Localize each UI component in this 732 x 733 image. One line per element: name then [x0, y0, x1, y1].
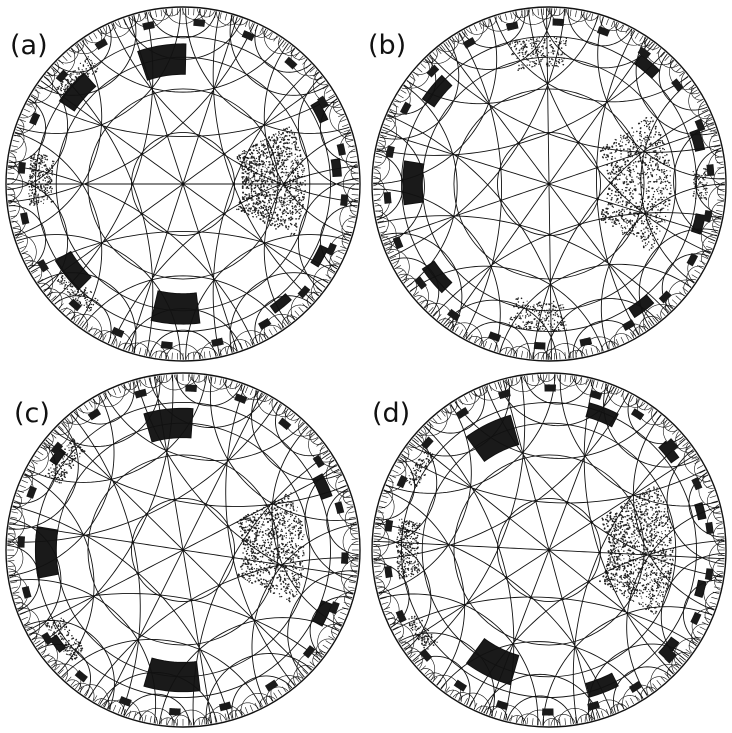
hyperbolic-tiling-disk-a	[5, 6, 361, 362]
hyperbolic-tiling-disk-d	[371, 372, 727, 728]
panel-b: (b)	[366, 0, 732, 366]
panel-c: (c)	[0, 366, 366, 732]
panel-a: (a)	[0, 0, 366, 366]
panel-label-b: (b)	[368, 30, 407, 61]
panel-d: (d)	[366, 366, 732, 732]
hyperbolic-tiling-disk-b	[371, 6, 727, 362]
panel-label-d: (d)	[372, 398, 411, 429]
panel-label-c: (c)	[14, 398, 50, 429]
hyperbolic-tiling-disk-c	[5, 372, 361, 728]
panel-label-a: (a)	[10, 30, 48, 61]
